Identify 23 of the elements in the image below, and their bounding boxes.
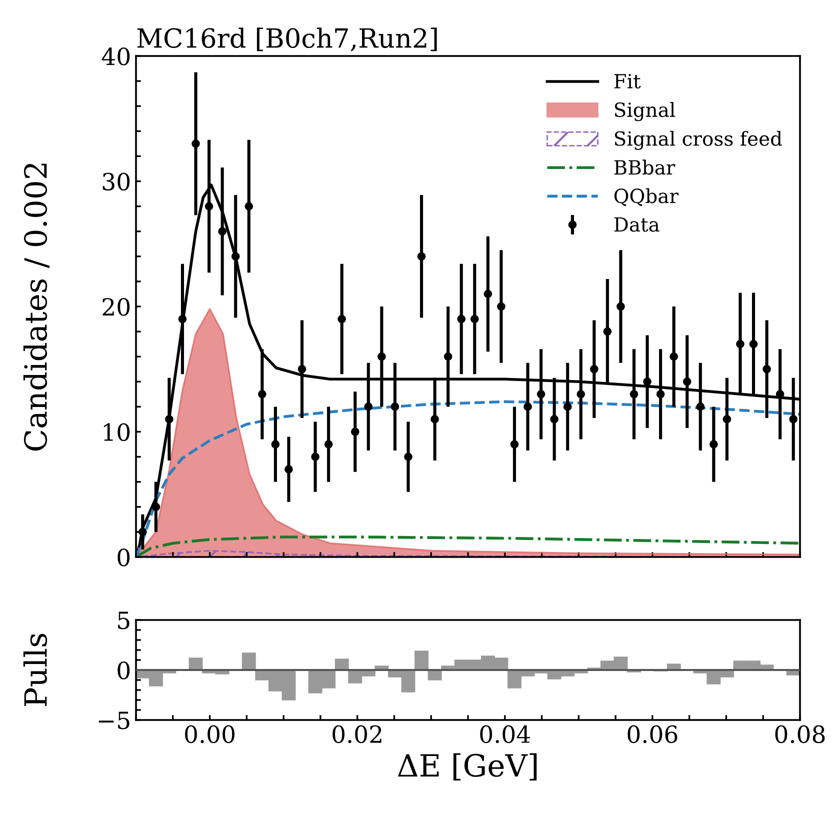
- y-axis-title: Candidates / 0.002: [23, 164, 50, 451]
- x-tick-label: 0.04: [480, 725, 530, 744]
- y-tick-label: −5: [98, 712, 130, 730]
- x-axis-title: ΔE [GeV]: [398, 753, 537, 781]
- y-tick-label: 30: [102, 172, 130, 191]
- legend-label: Fit: [614, 74, 641, 89]
- y-tick-label: 0: [118, 661, 130, 680]
- y-tick-label: 0: [118, 548, 130, 566]
- x-tick-label: 0.02: [332, 725, 382, 744]
- y-tick-label: 20: [102, 298, 130, 316]
- legend-label: BBbar: [614, 160, 676, 175]
- y-tick-label: 10: [104, 423, 130, 442]
- chart-title: MC16rd [B0ch7,Run2]: [137, 28, 437, 52]
- x-tick-label: 0.06: [628, 725, 678, 744]
- x-tick-label: 0.08: [775, 725, 825, 744]
- y-tick-label: 40: [102, 47, 130, 66]
- y-axis-title: Pulls: [23, 634, 48, 706]
- legend-label: Signal: [614, 102, 676, 122]
- x-tick-label: 0.00: [185, 725, 234, 744]
- legend-label: QQbar: [614, 188, 679, 206]
- y-tick-label: 5: [118, 612, 130, 630]
- legend-label: Signal cross feed: [614, 130, 782, 150]
- legend-label: Data: [614, 217, 660, 232]
